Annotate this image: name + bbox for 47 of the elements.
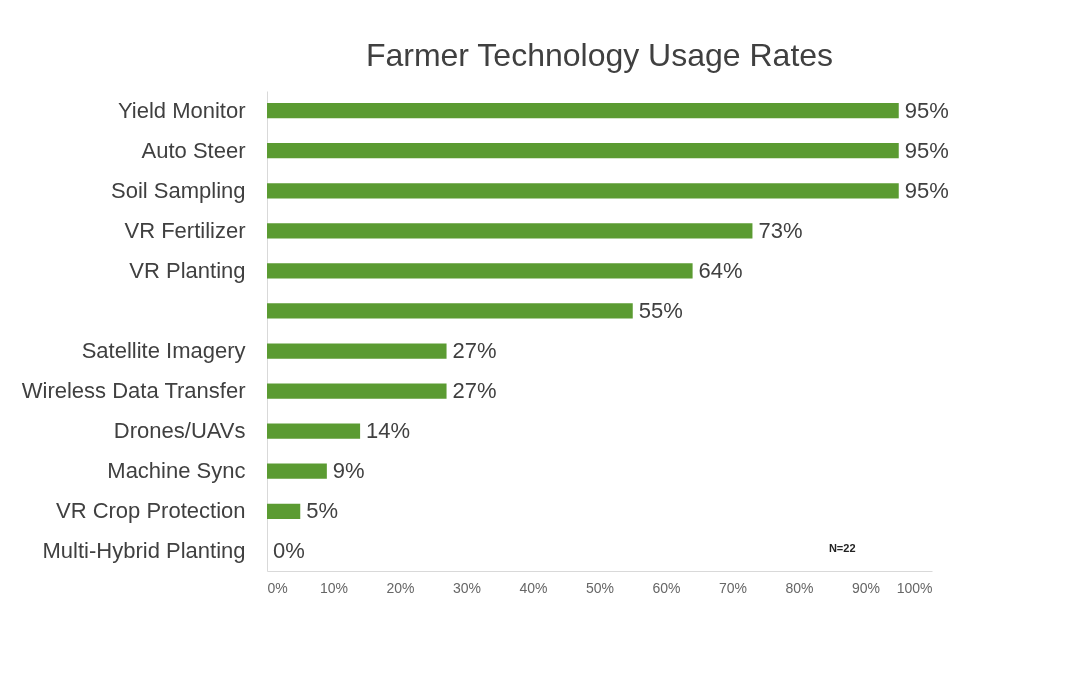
- bar: [267, 463, 327, 479]
- bar: [267, 223, 753, 239]
- data-label: 27%: [452, 338, 497, 364]
- annotation: N=22: [828, 542, 856, 555]
- bar: [267, 303, 633, 319]
- x-tick-label: 90%: [851, 579, 881, 596]
- chart-title: Farmer Technology Usage Rates: [365, 37, 834, 73]
- x-tick-label: 60%: [652, 579, 681, 596]
- data-label: 14%: [366, 418, 411, 444]
- y-tick-label: Yield Monitor: [117, 97, 246, 123]
- x-tick-label: 100%: [896, 579, 933, 596]
- data-label: 73%: [758, 217, 803, 243]
- bar: [267, 263, 693, 279]
- bar: [267, 343, 447, 359]
- bar: [267, 103, 899, 119]
- data-label: 95%: [904, 97, 949, 123]
- bar: [267, 383, 447, 399]
- x-tick-label: 10%: [319, 579, 349, 596]
- x-tick-label: 40%: [519, 579, 548, 596]
- data-label: 64%: [698, 257, 743, 283]
- data-label: 55%: [638, 297, 683, 323]
- y-tick-label: VR Fertilizer: [124, 217, 246, 243]
- data-label: 0%: [273, 538, 305, 564]
- bar: [267, 503, 301, 519]
- y-tick-label: Soil Sampling: [110, 177, 246, 203]
- y-tick-label: VR Planting: [129, 257, 246, 283]
- bar: [267, 423, 361, 439]
- y-tick-label: Wireless Data Transfer: [21, 378, 246, 404]
- data-label: 95%: [904, 137, 949, 163]
- y-tick-label: Auto Steer: [141, 137, 246, 163]
- y-tick-label: Multi-Hybrid Planting: [42, 538, 246, 564]
- x-tick-label: 30%: [452, 579, 482, 596]
- x-tick-label: 50%: [585, 579, 615, 596]
- y-tick-label: VR Crop Protection: [55, 498, 246, 524]
- x-tick-label: 20%: [386, 579, 415, 596]
- data-label: 5%: [306, 498, 339, 524]
- bar: [267, 183, 899, 199]
- x-tick-label: 0%: [267, 579, 288, 596]
- x-tick-label: 80%: [785, 579, 814, 596]
- y-tick-label: Satellite Imagery: [81, 338, 246, 364]
- x-tick-label: 70%: [718, 579, 748, 596]
- y-tick-label: Machine Sync: [107, 458, 246, 484]
- data-label: 27%: [452, 378, 497, 404]
- data-label: 95%: [904, 177, 949, 203]
- data-label: 9%: [332, 458, 365, 484]
- bar: [267, 143, 899, 159]
- y-tick-label: Drones/UAVs: [113, 418, 246, 444]
